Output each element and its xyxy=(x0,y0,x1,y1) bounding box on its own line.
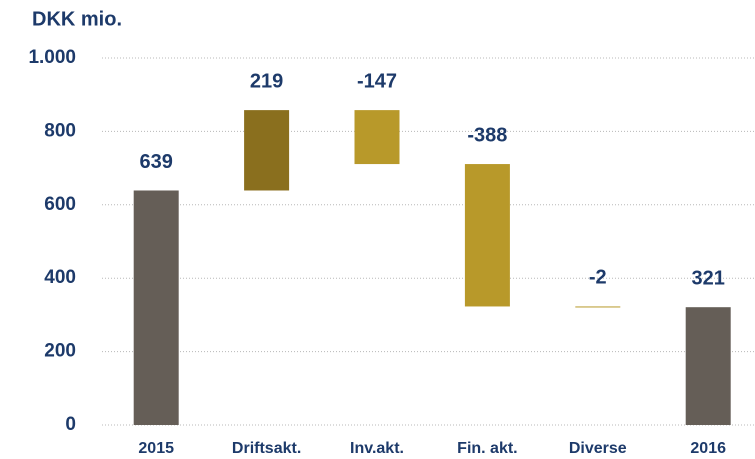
x-tick-label: 2016 xyxy=(690,440,726,457)
y-tick-label: 200 xyxy=(44,341,76,362)
value-label: -2 xyxy=(589,267,607,289)
y-tick-label: 0 xyxy=(65,414,76,435)
chart-title: DKK mio. xyxy=(32,8,122,30)
bar xyxy=(133,190,179,425)
x-tick-label: 2015 xyxy=(138,440,174,457)
x-tick-label: Fin. akt. xyxy=(457,440,517,457)
value-label: -388 xyxy=(467,124,507,146)
y-tick-label: 600 xyxy=(44,194,76,215)
bar xyxy=(354,110,400,165)
y-tick-label: 400 xyxy=(44,267,76,288)
bar xyxy=(685,307,731,425)
y-tick-label: 1.000 xyxy=(28,47,76,68)
bar xyxy=(575,306,621,308)
x-tick-label: Driftsakt. xyxy=(232,440,301,457)
value-label: -147 xyxy=(357,70,397,92)
bar xyxy=(464,164,510,307)
bar xyxy=(244,110,290,191)
value-label: 321 xyxy=(692,267,725,289)
x-tick-label: Inv.akt. xyxy=(350,440,404,457)
value-label: 219 xyxy=(250,70,283,92)
value-label: 639 xyxy=(140,151,173,173)
x-tick-label: Diverse xyxy=(569,440,627,457)
y-tick-label: 800 xyxy=(44,120,76,141)
